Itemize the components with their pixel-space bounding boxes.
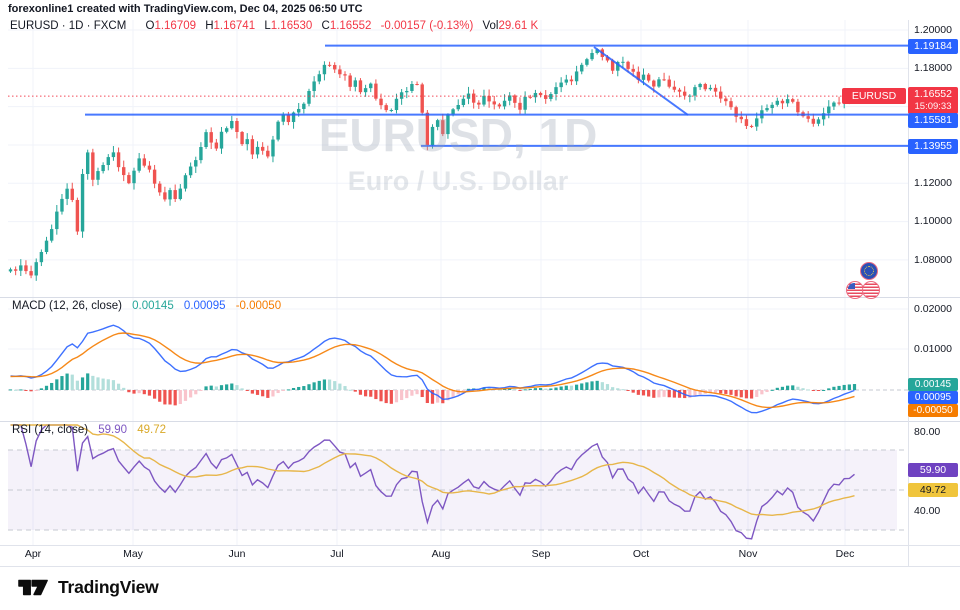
macd-hist-value: 0.00145 <box>132 300 174 312</box>
time-axis-month-label[interactable]: Aug <box>431 548 451 560</box>
macd-axis-label: 0.01000 <box>914 343 952 355</box>
price-axis-label: 1.12000 <box>914 177 952 189</box>
open-label: O <box>145 20 155 32</box>
time-axis-month-label[interactable]: Oct <box>632 548 650 560</box>
time-axis-month-label[interactable]: Jul <box>330 548 344 560</box>
usd-flag-icon-2[interactable] <box>862 281 880 299</box>
tradingview-logo-text: TradingView <box>58 576 159 597</box>
rsi-axis-label: 40.00 <box>914 505 941 517</box>
close-value: 1.16552 <box>329 20 372 32</box>
tradingview-mark-icon <box>18 579 48 596</box>
eur-flag-icon[interactable] <box>860 262 878 280</box>
macd-value-badge[interactable]: 0.00145 <box>908 378 958 391</box>
open-value: 1.16709 <box>154 20 197 32</box>
time-axis-border <box>0 545 960 546</box>
price-axis-border[interactable] <box>908 20 909 566</box>
rsi-legend[interactable]: RSI (14, close) 59.90 49.72 <box>12 424 166 436</box>
symbol-legend[interactable]: EURUSD · 1D · FXCM O1.16709 H1.16741 L1.… <box>10 20 538 32</box>
price-level-badge[interactable]: 1.19184 <box>908 38 958 54</box>
attribution-text: forexonline1 created with TradingView.co… <box>8 3 363 15</box>
price-axis-label: 1.20000 <box>914 24 952 36</box>
eu-stars-icon <box>864 266 874 276</box>
symbol-title[interactable]: EURUSD · 1D · FXCM <box>10 20 127 32</box>
price-level-badge[interactable]: 1.13955 <box>908 138 958 154</box>
rsi-title[interactable]: RSI (14, close) <box>12 424 89 436</box>
bar-countdown: 15:09:33 <box>914 101 952 112</box>
macd-axis-label: 0.02000 <box>914 303 952 315</box>
time-axis-month-label[interactable]: May <box>123 548 143 560</box>
volume-label: Vol <box>482 20 499 32</box>
macd-value-badge[interactable]: -0.00050 <box>908 404 958 417</box>
macd-line-value: 0.00095 <box>183 300 226 312</box>
rsi-value-badge[interactable]: 49.72 <box>908 483 958 497</box>
rsi-axis-label: 80.00 <box>914 426 941 438</box>
time-axis-month-label[interactable]: Dec <box>835 548 855 560</box>
change-value: -0.00157 (-0.13%) <box>380 20 474 32</box>
current-price-badge[interactable]: 1.16552 15:09:33 <box>908 87 958 114</box>
macd-signal-value: -0.00050 <box>235 300 282 312</box>
rsi-value-badge[interactable]: 59.90 <box>908 463 958 477</box>
chart-bottom-border <box>0 566 960 567</box>
rsi-ma-value: 49.72 <box>137 424 167 436</box>
rsi-value: 59.90 <box>98 424 128 436</box>
low-value: 1.16530 <box>270 20 313 32</box>
pane-separator-rsi[interactable] <box>0 421 960 422</box>
price-level-badge[interactable]: 1.15581 <box>908 112 958 128</box>
low-label: L <box>264 20 271 32</box>
time-axis-month-label[interactable]: Apr <box>24 548 42 560</box>
tradingview-logo[interactable]: TradingView <box>18 575 159 599</box>
close-label: C <box>321 20 330 32</box>
current-price-value: 1.16552 <box>914 88 952 100</box>
price-axis-label: 1.08000 <box>914 254 952 266</box>
time-axis-month-label[interactable]: Sep <box>531 548 551 560</box>
time-axis-month-label[interactable]: Jun <box>228 548 246 560</box>
volume-value: 29.61 K <box>498 20 539 32</box>
time-axis-month-label[interactable]: Nov <box>738 548 758 560</box>
symbol-price-tag[interactable]: EURUSD <box>842 88 906 104</box>
pane-separator-macd[interactable] <box>0 297 960 298</box>
macd-legend[interactable]: MACD (12, 26, close) 0.00145 0.00095 -0.… <box>12 300 281 312</box>
macd-value-badge[interactable]: 0.00095 <box>908 391 958 404</box>
high-value: 1.16741 <box>213 20 256 32</box>
price-axis-label: 1.18000 <box>914 62 952 74</box>
macd-title[interactable]: MACD (12, 26, close) <box>12 300 122 312</box>
price-axis-label: 1.10000 <box>914 215 952 227</box>
high-label: H <box>205 20 214 32</box>
